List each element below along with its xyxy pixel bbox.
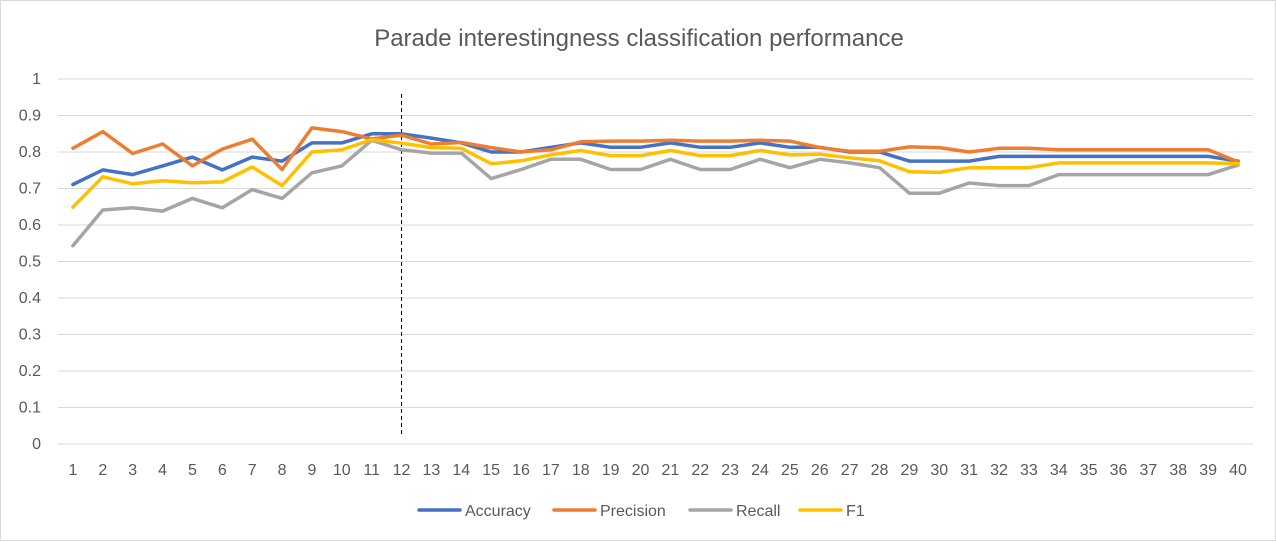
x-tick-label: 10 <box>333 462 351 479</box>
y-tick-label: 0.2 <box>19 363 41 380</box>
y-tick-label: 0.5 <box>19 254 41 271</box>
x-tick-label: 34 <box>1050 462 1068 479</box>
series-lines <box>71 126 1240 248</box>
x-tick-label: 14 <box>452 462 470 479</box>
x-tick-label: 11 <box>363 462 380 479</box>
y-axis-ticks: 0 0.1 0.2 0.3 0.4 0.5 0.6 0.7 0.8 0.9 1 <box>19 71 41 453</box>
legend-label: Precision <box>600 503 666 520</box>
y-tick-label: 0.7 <box>19 181 41 198</box>
x-tick-label: 35 <box>1080 462 1098 479</box>
x-tick-label: 27 <box>841 462 859 479</box>
series-line-precision <box>71 126 1240 172</box>
series-line-accuracy <box>71 132 1240 187</box>
x-tick-label: 18 <box>572 462 590 479</box>
legend-label: Accuracy <box>465 503 531 520</box>
x-tick-label: 9 <box>307 462 316 479</box>
x-tick-label: 19 <box>602 462 620 479</box>
x-tick-label: 2 <box>98 462 107 479</box>
x-tick-label: 31 <box>960 462 978 479</box>
x-tick-label: 3 <box>128 462 137 479</box>
y-tick-label: 0.3 <box>19 327 41 344</box>
y-tick-label: 0.1 <box>19 400 41 417</box>
x-tick-label: 20 <box>632 462 650 479</box>
legend: Accuracy Precision Recall F1 <box>417 503 865 520</box>
y-tick-label: 0 <box>32 436 41 453</box>
x-tick-label: 32 <box>990 462 1008 479</box>
x-tick-label: 16 <box>512 462 530 479</box>
x-tick-label: 24 <box>751 462 769 479</box>
y-tick-label: 0.9 <box>19 108 41 125</box>
x-tick-label: 7 <box>248 462 257 479</box>
x-tick-label: 37 <box>1140 462 1158 479</box>
x-tick-label: 25 <box>781 462 799 479</box>
gridlines <box>58 78 1253 445</box>
x-tick-label: 29 <box>901 462 919 479</box>
x-tick-label: 13 <box>423 462 441 479</box>
x-tick-label: 39 <box>1199 462 1217 479</box>
y-tick-label: 1 <box>32 71 41 88</box>
legend-label: F1 <box>846 503 865 520</box>
x-tick-label: 4 <box>158 462 167 479</box>
x-tick-label: 23 <box>721 462 739 479</box>
x-tick-label: 5 <box>188 462 197 479</box>
x-tick-label: 26 <box>811 462 829 479</box>
x-tick-label: 30 <box>930 462 948 479</box>
y-tick-label: 0.4 <box>19 290 41 307</box>
legend-label: Recall <box>736 503 780 520</box>
x-tick-label: 40 <box>1229 462 1247 479</box>
x-tick-label: 22 <box>691 462 709 479</box>
x-tick-label: 15 <box>482 462 500 479</box>
chart-title: Parade interestingness classification pe… <box>374 25 904 52</box>
y-tick-label: 0.8 <box>19 144 41 161</box>
x-tick-label: 36 <box>1110 462 1128 479</box>
x-tick-label: 38 <box>1169 462 1187 479</box>
series-line-f1 <box>71 137 1240 209</box>
x-tick-label: 12 <box>393 462 411 479</box>
x-tick-label: 8 <box>278 462 287 479</box>
x-tick-label: 1 <box>68 462 77 479</box>
x-tick-label: 6 <box>218 462 227 479</box>
x-tick-label: 33 <box>1020 462 1038 479</box>
x-axis-ticks: 1 2 3 4 5 6 7 8 9 10 11 12 13 14 15 16 17 18 19 20 21 22 23 24 2… <box>68 462 1247 479</box>
series-line-recall <box>71 138 1240 248</box>
x-tick-label: 28 <box>871 462 889 479</box>
x-tick-label: 21 <box>662 462 680 479</box>
y-tick-label: 0.6 <box>19 217 41 234</box>
x-tick-label: 17 <box>542 462 560 479</box>
